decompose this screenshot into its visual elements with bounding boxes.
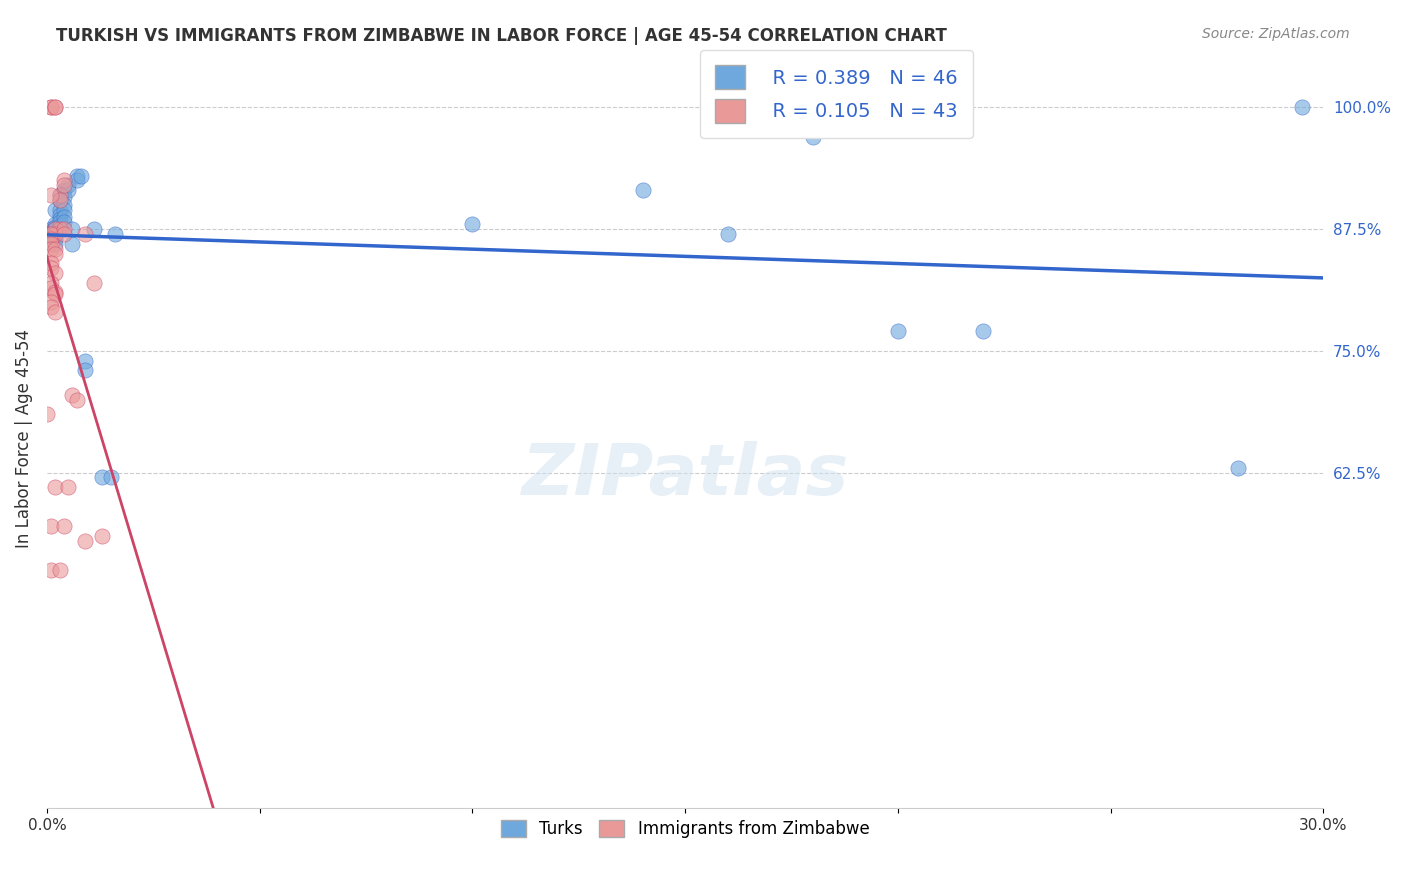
Point xyxy=(44,236,66,251)
Point xyxy=(39,100,62,114)
Text: Source: ZipAtlas.com: Source: ZipAtlas.com xyxy=(1202,27,1350,41)
Legend:   R = 0.389   N = 46,   R = 0.105   N = 43: R = 0.389 N = 46, R = 0.105 N = 43 xyxy=(700,50,973,138)
Point xyxy=(39,256,62,270)
Point xyxy=(48,188,70,202)
Point xyxy=(75,363,97,377)
Point xyxy=(56,480,79,494)
Point xyxy=(44,222,66,236)
Point xyxy=(39,225,62,239)
Point xyxy=(887,325,910,339)
Point xyxy=(44,246,66,260)
Point xyxy=(75,353,97,368)
Point xyxy=(52,519,75,533)
Point xyxy=(801,129,824,144)
Point xyxy=(39,100,62,114)
Point xyxy=(44,222,66,236)
Point xyxy=(39,261,62,276)
Point xyxy=(972,325,994,339)
Point xyxy=(52,183,75,197)
Point xyxy=(39,519,62,533)
Point xyxy=(48,193,70,207)
Point xyxy=(66,173,89,187)
Point xyxy=(39,236,62,251)
Point xyxy=(39,276,62,290)
Point xyxy=(44,100,66,114)
Point xyxy=(44,480,66,494)
Point xyxy=(52,227,75,241)
Point xyxy=(39,222,62,236)
Point xyxy=(75,227,97,241)
Point xyxy=(75,533,97,548)
Point xyxy=(52,222,75,236)
Point xyxy=(66,392,89,407)
Text: ZIPatlas: ZIPatlas xyxy=(522,441,849,510)
Point xyxy=(44,305,66,319)
Point xyxy=(717,227,740,241)
Point xyxy=(48,219,70,234)
Point xyxy=(44,100,66,114)
Point xyxy=(56,183,79,197)
Point xyxy=(39,232,62,246)
Point xyxy=(35,407,58,421)
Point xyxy=(56,178,79,193)
Point xyxy=(62,236,84,251)
Point xyxy=(104,227,127,241)
Point xyxy=(44,242,66,256)
Point xyxy=(100,470,122,484)
Point xyxy=(70,169,93,183)
Point xyxy=(48,222,70,236)
Point xyxy=(39,295,62,310)
Point xyxy=(62,387,84,401)
Point xyxy=(48,193,70,207)
Point xyxy=(48,202,70,217)
Point xyxy=(39,188,62,202)
Point xyxy=(39,280,62,294)
Point xyxy=(44,285,66,300)
Point xyxy=(39,242,62,256)
Point xyxy=(44,227,66,241)
Point xyxy=(52,173,75,187)
Point xyxy=(52,210,75,224)
Point xyxy=(44,202,66,217)
Point xyxy=(44,220,66,235)
Point xyxy=(52,190,75,204)
Point xyxy=(52,202,75,217)
Point xyxy=(48,188,70,202)
Point xyxy=(48,215,70,229)
Point xyxy=(631,183,654,197)
Point xyxy=(44,232,66,246)
Point xyxy=(44,266,66,280)
Point xyxy=(52,198,75,212)
Text: TURKISH VS IMMIGRANTS FROM ZIMBABWE IN LABOR FORCE | AGE 45-54 CORRELATION CHART: TURKISH VS IMMIGRANTS FROM ZIMBABWE IN L… xyxy=(56,27,948,45)
Point xyxy=(44,287,66,301)
Point xyxy=(83,276,105,290)
Point xyxy=(62,222,84,236)
Point xyxy=(1291,100,1313,114)
Point xyxy=(1227,460,1250,475)
Legend: Turks, Immigrants from Zimbabwe: Turks, Immigrants from Zimbabwe xyxy=(494,813,876,845)
Y-axis label: In Labor Force | Age 45-54: In Labor Force | Age 45-54 xyxy=(15,329,32,548)
Point xyxy=(39,563,62,577)
Point xyxy=(83,222,105,236)
Point xyxy=(48,212,70,227)
Point xyxy=(48,563,70,577)
Point xyxy=(44,229,66,244)
Point xyxy=(91,529,114,543)
Point xyxy=(39,229,62,244)
Point xyxy=(52,178,75,193)
Point xyxy=(39,227,62,241)
Point xyxy=(44,225,66,239)
Point xyxy=(44,217,66,231)
Point xyxy=(91,470,114,484)
Point xyxy=(66,169,89,183)
Point xyxy=(39,227,62,241)
Point xyxy=(39,300,62,314)
Point xyxy=(48,208,70,222)
Point xyxy=(52,215,75,229)
Point xyxy=(461,217,484,231)
